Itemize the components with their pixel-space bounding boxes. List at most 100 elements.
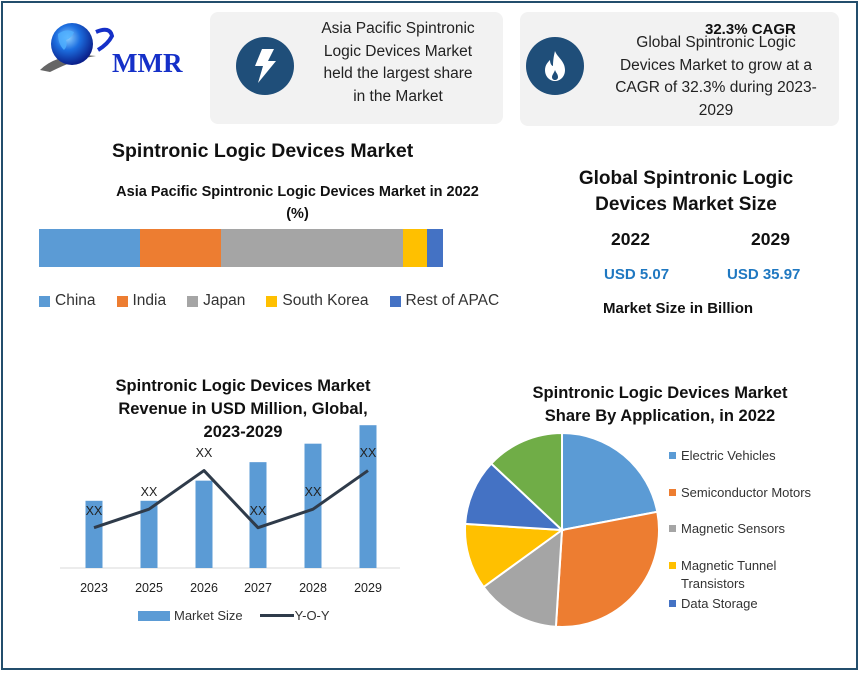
revenue-bar-chart: 2023 2025 2026 2027 2028 2029 XX XX XX XX XX XX: [60, 425, 400, 595]
pie-slice--unlabeled-: [489, 431, 563, 533]
legend-swatch: [116, 295, 128, 307]
stacked-chart-title: Asia Pacific Spintronic Logic Devices Ma…: [90, 181, 505, 225]
pie-slice-semiconductor-motors: [554, 510, 660, 628]
legend-label: Rest of APAC: [405, 292, 500, 309]
globe-icon: [40, 23, 115, 72]
stacked-segment-japan: [220, 229, 403, 267]
svg-text:2027: 2027: [244, 581, 272, 595]
stacked-segment-rest-of-apac: [426, 229, 443, 267]
pie-slice-data-storage: [464, 462, 565, 532]
title-line: Spintronic Logic Devices Market: [532, 384, 788, 402]
legend-label: South Korea: [282, 292, 369, 309]
svg-text:XX: XX: [196, 446, 213, 460]
cagr-title: 32.3% CAGR: [705, 21, 796, 38]
legend-swatch: [669, 525, 676, 532]
pie-slice-magnetic-sensors: [482, 527, 564, 628]
year-2029: 2029: [751, 229, 790, 249]
card-line: CAGR of 32.3% during 2023-: [615, 79, 817, 96]
svg-text:XX: XX: [86, 504, 103, 518]
legend-swatch: [669, 489, 676, 496]
lightning-bolt-icon: [255, 49, 276, 83]
info-card-cagr: 32.3% CAGR Global Spintronic Logic Devic…: [520, 12, 839, 126]
revenue-chart-legend: Market Size Y-O-Y: [138, 608, 330, 623]
legend-label-yoy: Y-O-Y: [294, 608, 330, 623]
stacked-bar-legend: China India Japan South Korea Rest of APAC: [39, 292, 520, 310]
stacked-segment-india: [140, 229, 221, 267]
svg-text:2025: 2025: [135, 581, 163, 595]
logo-text: MMR: [112, 48, 183, 78]
card-line: Logic Devices Market: [323, 42, 473, 60]
market-size-title: Global Spintronic Logic Devices Market S…: [566, 166, 806, 218]
icon-circle: [236, 37, 294, 95]
year-2022: 2022: [611, 229, 650, 249]
title-line: Revenue in USD Million, Global,: [118, 400, 368, 418]
legend-swatch-yoy: [259, 614, 294, 617]
legend-swatch: [669, 600, 676, 607]
pie-legend-item: Data Storage: [669, 595, 758, 613]
svg-text:2023: 2023: [80, 581, 108, 595]
flame-icon: [545, 51, 565, 81]
svg-text:2028: 2028: [299, 581, 327, 595]
legend-item: China: [39, 292, 96, 310]
page-title: Spintronic Logic Devices Market: [112, 140, 414, 162]
yoy-line: [93, 469, 369, 530]
card-line: Asia Pacific Spintronic: [321, 20, 475, 37]
legend-label: Electric Vehicles: [681, 448, 776, 463]
legend-swatch: [266, 295, 278, 307]
pie-chart-title: Spintronic Logic Devices Market Share By…: [515, 382, 805, 428]
card-text: Global Spintronic Logic Devices Market t…: [598, 32, 834, 122]
pie-slice-magnetic-tunnel-transistors: [464, 522, 565, 589]
bar-2023: [85, 500, 103, 568]
legend-item: Japan: [187, 292, 245, 310]
pie-legend-item: Semiconductor Motors: [669, 484, 811, 502]
svg-text:XX: XX: [141, 485, 158, 499]
title-line: Devices Market Size: [595, 194, 777, 215]
card-line: Global Spintronic Logic: [636, 34, 796, 51]
card-line: 2029: [698, 101, 734, 119]
title-line: Asia Pacific Spintronic Logic Devices Ma…: [116, 184, 479, 200]
icon-circle: [526, 37, 584, 95]
title-line: (%): [286, 206, 309, 222]
bar-2026: [195, 480, 213, 568]
title-line: Share By Application, in 2022: [544, 407, 776, 425]
legend-swatch: [389, 295, 401, 307]
card-line: Devices Market to grow at a: [619, 56, 813, 74]
svg-text:XX: XX: [305, 485, 322, 499]
pie-slice-electric-vehicles: [561, 431, 659, 532]
pie-legend-item: Electric Vehicles: [669, 447, 776, 465]
legend-label: China: [55, 292, 96, 309]
value-2029: USD 35.97: [727, 266, 801, 283]
svg-text:2026: 2026: [190, 581, 218, 595]
legend-label: Semiconductor Motors: [681, 485, 812, 500]
legend-item: India: [116, 292, 167, 310]
legend-label: Magnetic Tunnel Transistors: [681, 558, 777, 591]
legend-label: Data Storage: [681, 596, 758, 611]
legend-label: India: [132, 292, 167, 309]
card-text: Asia Pacific Spintronic Logic Devices Ma…: [308, 18, 488, 108]
mmr-logo: MMR: [38, 22, 182, 82]
market-size-unit: Market Size in Billion: [603, 300, 754, 317]
title-line: Spintronic Logic Devices Market: [115, 377, 371, 395]
pie-legend-item: Magnetic Sensors: [669, 520, 785, 538]
value-2022: USD 5.07: [604, 266, 670, 283]
stacked-segment-china: [39, 229, 140, 267]
stacked-bar-chart: [39, 229, 443, 267]
legend-label: Magnetic Sensors: [681, 521, 786, 536]
bar-2029: [359, 425, 377, 568]
svg-text:2029: 2029: [354, 581, 382, 595]
info-card-asia-pacific: Asia Pacific Spintronic Logic Devices Ma…: [210, 12, 503, 124]
pie-legend-item: Magnetic Tunnel Transistors: [669, 557, 776, 593]
legend-label: Japan: [203, 292, 246, 309]
stacked-segment-south-korea: [402, 229, 427, 267]
bar-2025: [140, 500, 158, 568]
legend-swatch: [669, 562, 676, 569]
revenue-chart-title: Spintronic Logic Devices Market Revenue …: [98, 375, 388, 444]
bar-2027: [249, 462, 267, 568]
svg-text:XX: XX: [250, 504, 267, 518]
legend-item: Rest of APAC: [389, 292, 500, 310]
bar-2028: [304, 443, 322, 568]
title-line: Global Spintronic Logic: [578, 168, 794, 189]
card-line: in the Market: [353, 87, 443, 105]
legend-swatch: [669, 452, 676, 459]
legend-swatch: [39, 295, 50, 307]
